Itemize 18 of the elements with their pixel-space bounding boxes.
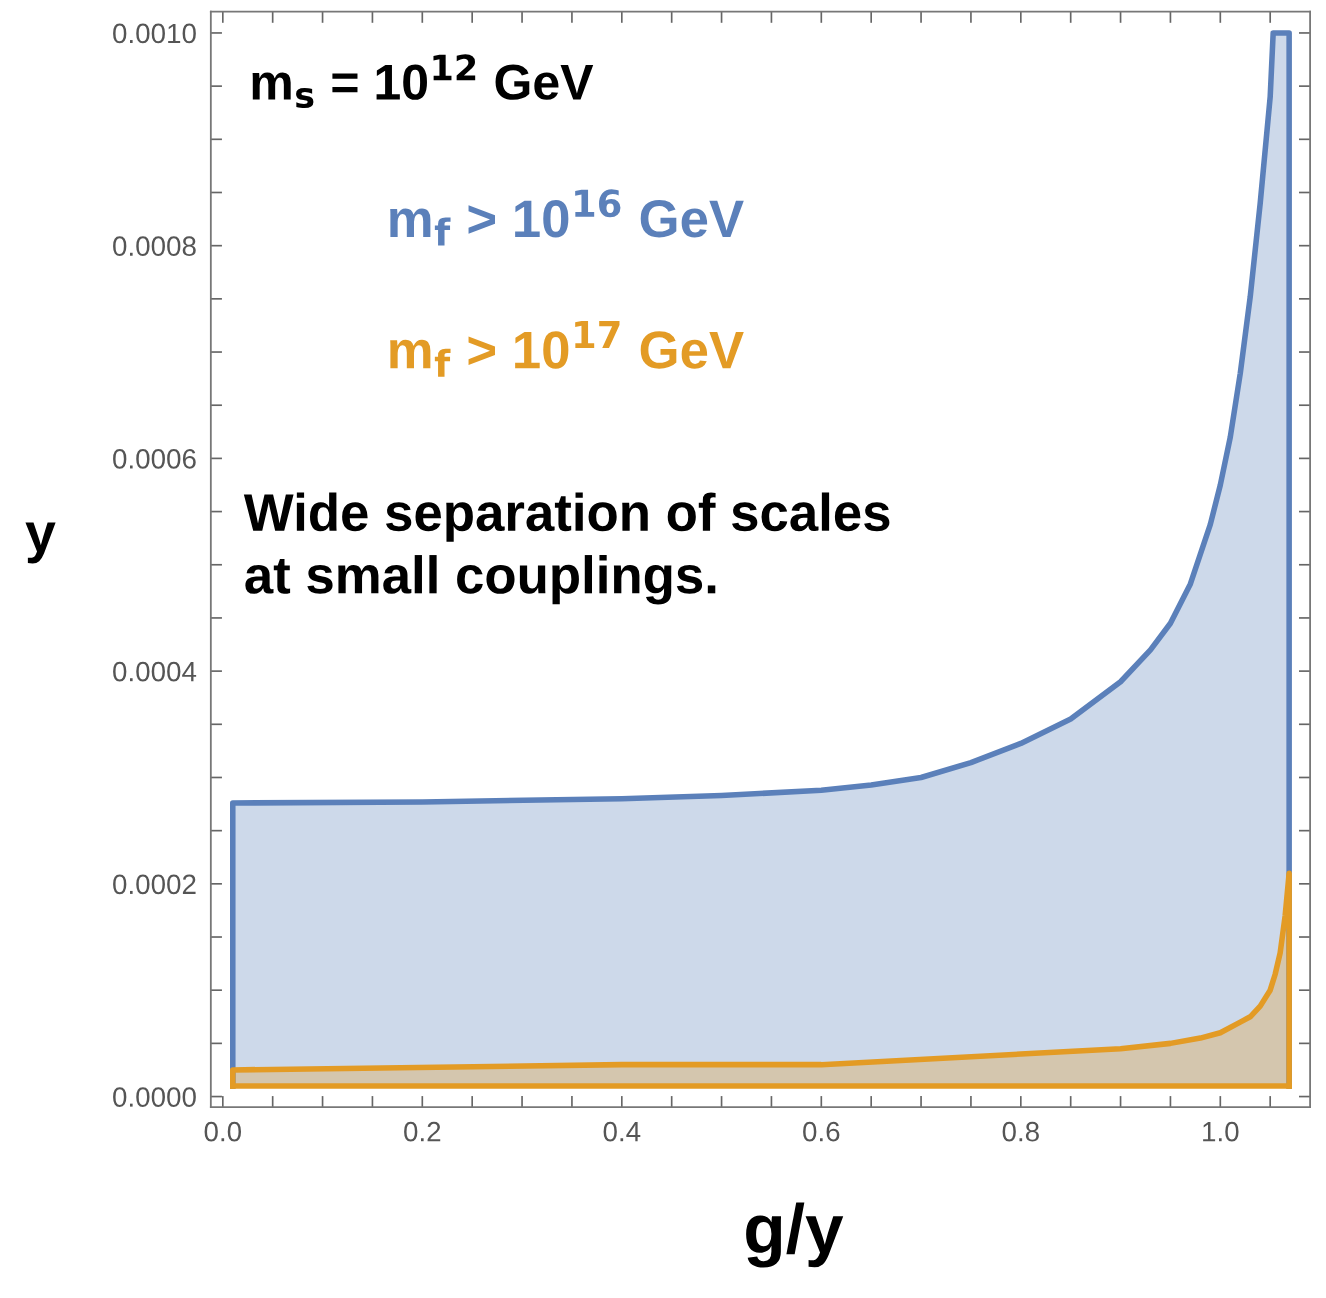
annotation: Wide separation of scales at small couplings. bbox=[243, 492, 890, 605]
annotation: m$_{s}$ = 10$^{12}$ GeV bbox=[252, 54, 594, 109]
x-tick-label: 0.8 bbox=[1002, 1121, 1039, 1142]
x-tick-label: 0.6 bbox=[803, 1121, 840, 1142]
x-tick-label: 0.4 bbox=[603, 1121, 641, 1142]
text: m$_{f}$ > 10$^{17}$ GeV bbox=[390, 321, 744, 377]
y-tick-label: 0.0010 bbox=[113, 23, 196, 44]
x-tick-label: 0.2 bbox=[404, 1121, 441, 1142]
x-tick-label: 0.0 bbox=[204, 1121, 242, 1142]
y-tick-label: 0.0006 bbox=[113, 449, 196, 469]
x-tick-label: 1.0 bbox=[1203, 1121, 1239, 1142]
text: m$_{f}$ > 10$^{16}$ GeV bbox=[390, 189, 744, 246]
y-tick-label: 0.0008 bbox=[113, 236, 196, 257]
y-tick-label: 0.0004 bbox=[113, 661, 197, 682]
x-axis-title: g/y bbox=[746, 1202, 844, 1268]
y-tick-label: 0.0002 bbox=[113, 874, 196, 895]
y-tick-label: 0.0000 bbox=[113, 1087, 196, 1107]
y-axis-title: y bbox=[25, 522, 56, 564]
